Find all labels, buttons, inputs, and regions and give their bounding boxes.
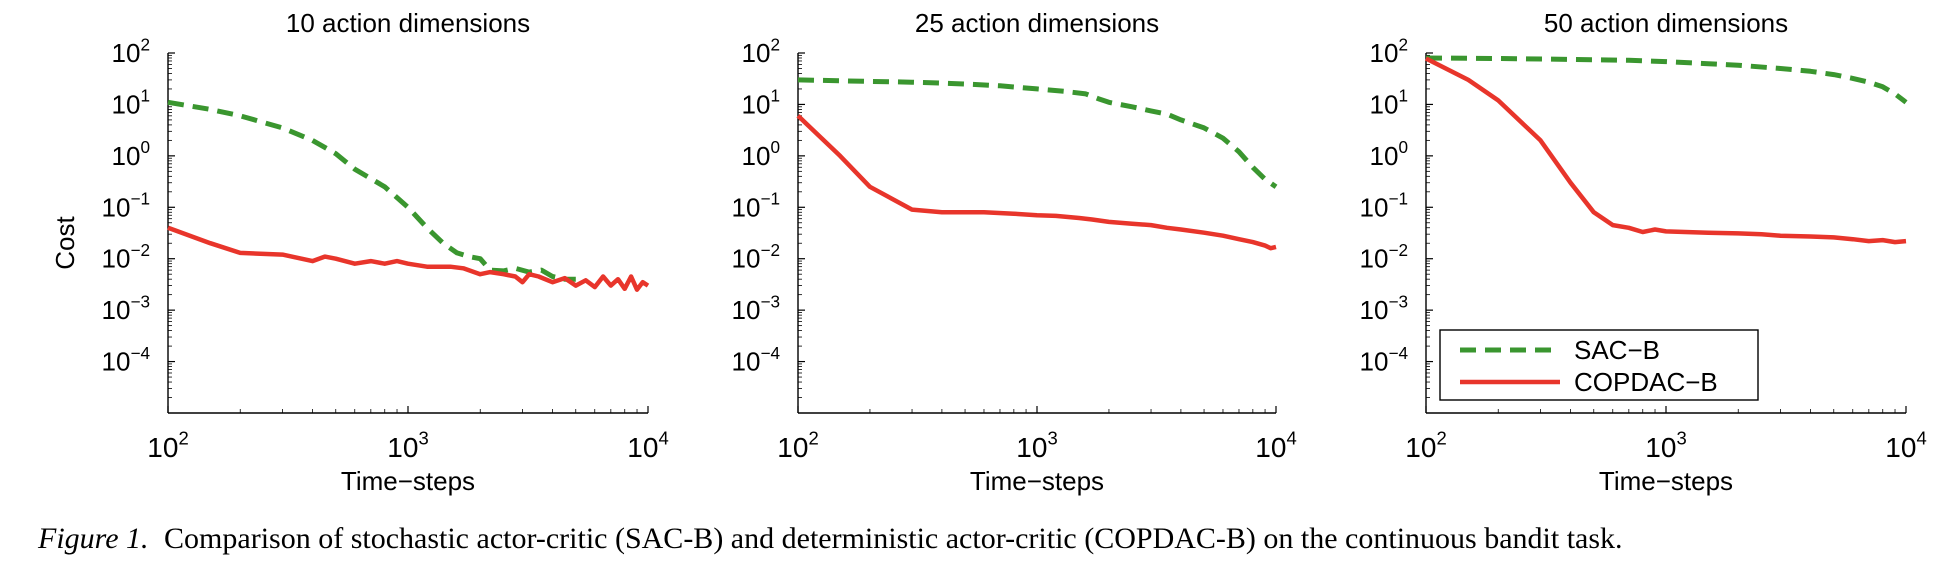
y-tick-label: 101	[742, 86, 780, 120]
y-tick-label: 10−1	[102, 189, 150, 223]
y-tick-label: 100	[1370, 137, 1408, 171]
caption-text: Comparison of stochastic actor-critic (S…	[164, 522, 1623, 555]
y-tick-label: 10−4	[102, 343, 151, 377]
y-tick-label: 101	[1370, 86, 1408, 120]
y-tick-label: 10−2	[732, 240, 780, 274]
x-tick-label: 103	[387, 427, 428, 463]
y-tick-label: 102	[1370, 34, 1408, 68]
y-tick-label: 10−4	[732, 343, 781, 377]
x-axis-label: Time−steps	[970, 466, 1104, 496]
x-tick-label: 102	[777, 427, 818, 463]
y-axis-label: Cost	[50, 215, 80, 269]
y-tick-label: 100	[742, 137, 780, 171]
y-tick-label: 10−1	[1360, 189, 1408, 223]
y-tick-label: 10−3	[732, 291, 780, 325]
chart-title: 25 action dimensions	[915, 8, 1159, 38]
chart-title: 10 action dimensions	[286, 8, 530, 38]
legend-label: COPDAC−B	[1574, 367, 1718, 397]
y-tick-label: 10−2	[1360, 240, 1408, 274]
x-axis-label: Time−steps	[341, 466, 475, 496]
caption-label: Figure 1.	[38, 522, 149, 555]
series-line-sac-b	[167, 99, 576, 282]
x-tick-label: 104	[1885, 427, 1926, 463]
y-tick-label: 100	[112, 137, 150, 171]
chart-title: 50 action dimensions	[1544, 8, 1788, 38]
x-tick-label: 104	[627, 427, 668, 463]
chart-panel-2: 102 101 100 10−1 10−2 10−3 10−4 102 103 104 25 act…	[732, 8, 1297, 496]
y-tick-label: 10−2	[102, 240, 150, 274]
x-tick-label: 103	[1016, 427, 1057, 463]
x-axis-label: Time−steps	[1599, 466, 1733, 496]
series-line-sac-b	[797, 77, 1278, 189]
y-tick-label: 102	[112, 34, 150, 68]
series-line-copdac-b	[1424, 56, 1907, 245]
legend-box	[1439, 329, 1759, 401]
y-tick-label: 101	[112, 86, 150, 120]
x-tick-label: 102	[147, 427, 188, 463]
y-tick-label: 102	[742, 34, 780, 68]
chart-panel-3: 102 101 100 10−1 10−2 10−3 10−4 102 103 104 50 act…	[1360, 8, 1927, 496]
y-tick-label: 10−4	[1360, 343, 1409, 377]
y-tick-label: 10−3	[102, 291, 150, 325]
chart-panel-1: 102 101 100 10−1 10−2 10−3 10−4 102 103 104 10 act…	[50, 8, 669, 496]
y-tick-label: 10−3	[1360, 291, 1408, 325]
series-line-sac-b	[1425, 55, 1908, 105]
x-tick-label: 103	[1645, 427, 1686, 463]
legend-label: SAC−B	[1574, 335, 1660, 365]
x-tick-label: 104	[1255, 427, 1296, 463]
series-line-copdac-b	[796, 114, 1277, 251]
y-tick-label: 10−1	[732, 189, 780, 223]
x-tick-label: 102	[1405, 427, 1446, 463]
series-line-copdac-b	[167, 225, 650, 292]
figure-caption: Figure 1. Comparison of stochastic actor…	[38, 522, 1918, 556]
